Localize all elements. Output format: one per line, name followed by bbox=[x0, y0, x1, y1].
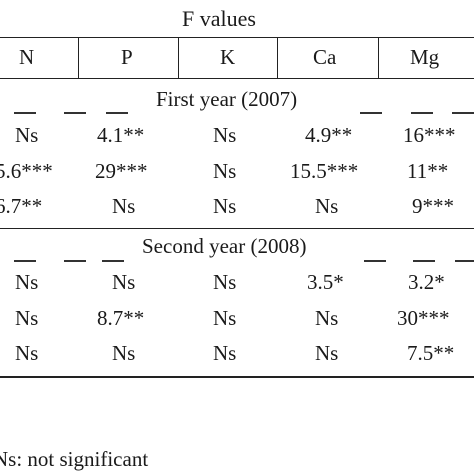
rule-top bbox=[0, 37, 474, 38]
table-cell: Ns bbox=[213, 270, 237, 294]
column-header-p: P bbox=[121, 45, 133, 69]
section-label-first-year: First year (2007) bbox=[156, 87, 298, 111]
table-cell: 3.2* bbox=[408, 270, 445, 294]
rule-header bbox=[0, 78, 474, 79]
table-cell: Ns bbox=[213, 159, 237, 183]
table-cell: Ns bbox=[213, 123, 237, 147]
header-cell-divider-2 bbox=[178, 38, 179, 78]
table-cell: 29*** bbox=[95, 159, 148, 183]
rule-section-2 bbox=[0, 228, 474, 229]
section-dash bbox=[455, 260, 474, 262]
table-cell: 16*** bbox=[403, 123, 456, 147]
table-cell: 15.5*** bbox=[290, 159, 359, 183]
table-cell: Ns bbox=[315, 306, 339, 330]
table-cell: Ns bbox=[213, 306, 237, 330]
section-dash bbox=[452, 112, 474, 114]
table-cell: Ns bbox=[15, 123, 39, 147]
section-dash bbox=[364, 260, 386, 262]
section-dash bbox=[102, 260, 124, 262]
table-title: F values bbox=[182, 6, 256, 31]
rule-bottom bbox=[0, 376, 474, 378]
column-header-k: K bbox=[220, 45, 236, 69]
table-cell: Ns bbox=[315, 341, 339, 365]
column-header-ca: Ca bbox=[313, 45, 337, 69]
table-cell: 8.7** bbox=[97, 306, 145, 330]
section-dash bbox=[14, 260, 36, 262]
table-cell: Ns bbox=[112, 270, 136, 294]
table-cell: Ns bbox=[15, 270, 39, 294]
table-cell: 30*** bbox=[397, 306, 450, 330]
table-cell: Ns bbox=[15, 306, 39, 330]
header-cell-divider-1 bbox=[78, 38, 79, 78]
table-cell: 5.6*** bbox=[0, 159, 53, 183]
header-cell-divider-3 bbox=[277, 38, 278, 78]
section-dash bbox=[413, 260, 435, 262]
table-cell: 7.5** bbox=[407, 341, 455, 365]
section-dash bbox=[14, 112, 36, 114]
table-cell: Ns bbox=[213, 341, 237, 365]
section-dash bbox=[106, 112, 128, 114]
table-cell: 3.5* bbox=[307, 270, 344, 294]
table-cell: 9*** bbox=[412, 194, 454, 218]
header-cell-divider-4 bbox=[378, 38, 379, 78]
table-cell: Ns bbox=[15, 341, 39, 365]
table-footnote: Ns: not significant bbox=[0, 447, 149, 471]
table-cell: 6.7** bbox=[0, 194, 43, 218]
table-cell: 4.9** bbox=[305, 123, 353, 147]
column-header-n: N bbox=[19, 45, 35, 69]
column-header-mg: Mg bbox=[410, 45, 440, 69]
table-cell: 4.1** bbox=[97, 123, 145, 147]
table-cell: Ns bbox=[112, 341, 136, 365]
section-label-second-year: Second year (2008) bbox=[142, 234, 307, 258]
section-dash bbox=[360, 112, 382, 114]
section-dash bbox=[64, 112, 86, 114]
table-cell: Ns bbox=[213, 194, 237, 218]
table-cell: Ns bbox=[315, 194, 339, 218]
section-dash bbox=[64, 260, 86, 262]
table-cell: Ns bbox=[112, 194, 136, 218]
table-cell: 11** bbox=[407, 159, 449, 183]
section-dash bbox=[411, 112, 433, 114]
